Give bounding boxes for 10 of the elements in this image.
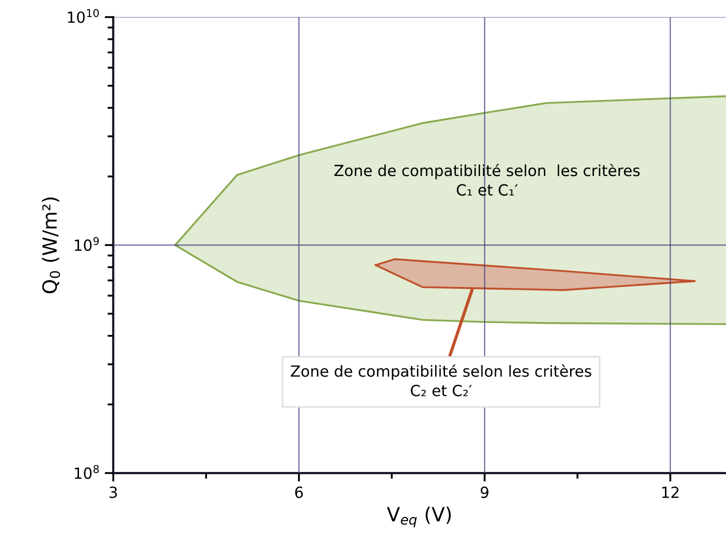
x-tick-label: 6	[295, 486, 303, 498]
x-tick-label: 12	[662, 486, 678, 498]
y-tick-label: 10$^{10}$	[68, 9, 99, 24]
x-axis-title: V$_{eq}$ (V)	[386, 506, 451, 528]
x-tick-label: 9	[480, 486, 488, 498]
y-tick-label: 10$^{9}$	[74, 236, 99, 251]
y-tick-label: 10$^{8}$	[74, 464, 99, 479]
annotation: Zone de compatibilité selon les critères C₂ et C₂′	[290, 364, 592, 396]
x-tick-label: 3	[110, 486, 117, 498]
y-axis-title: Q$_{0}$ (W/m²)	[42, 198, 60, 294]
